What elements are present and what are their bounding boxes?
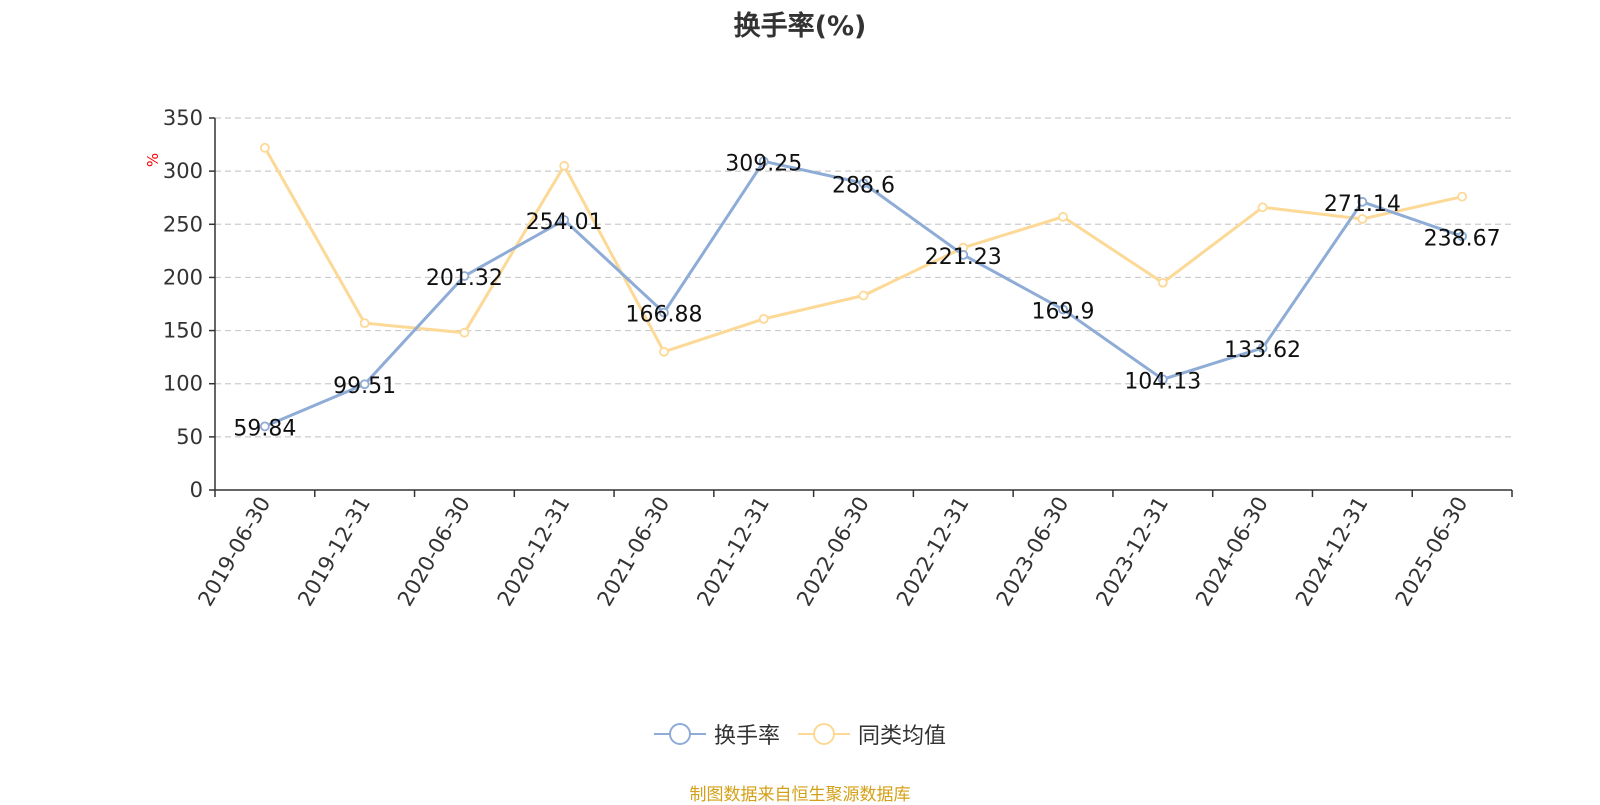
- x-tick-label: 2023-12-31: [1091, 493, 1173, 611]
- x-tick-label: 2021-12-31: [692, 493, 774, 611]
- legend-marker-0-icon: [653, 723, 706, 745]
- x-tick-label: 2023-06-30: [992, 493, 1074, 611]
- y-tick-label: 150: [163, 319, 203, 343]
- x-tick-label: 2019-06-30: [193, 493, 275, 611]
- x-tick-label: 2024-12-31: [1291, 493, 1373, 611]
- y-axis-label: %: [144, 153, 162, 167]
- series-1-point: [1457, 191, 1468, 202]
- data-label: 99.51: [333, 374, 396, 399]
- x-tick-label: 2025-06-30: [1391, 493, 1473, 611]
- y-tick-label: 200: [163, 265, 203, 289]
- y-tick-label: 100: [163, 372, 203, 396]
- data-label: 166.88: [625, 303, 702, 328]
- data-label: 221.23: [925, 245, 1002, 270]
- series-0-point: [1257, 343, 1268, 353]
- series-1-point: [1257, 202, 1268, 213]
- y-tick-label: 50: [176, 425, 203, 449]
- axes: 0 50 100 150 200 250 300 350% 2019-06-30 2019-12-…: [144, 106, 1513, 611]
- x-tick-label: 2020-06-30: [393, 493, 475, 611]
- series-0-point: [259, 421, 270, 432]
- x-tick-label: 2024-06-30: [1191, 493, 1273, 611]
- x-tick-label: 2022-06-30: [792, 493, 874, 611]
- x-tick-label: 2020-12-31: [493, 493, 575, 611]
- series-lines: [259, 142, 1468, 432]
- data-label: 238.67: [1424, 226, 1501, 251]
- series-0-point: [559, 215, 570, 225]
- series-1-point: [559, 160, 570, 171]
- x-tick-label: 2021-06-30: [592, 493, 674, 611]
- series-1-point: [359, 318, 370, 329]
- data-labels: 59.84 99.51 201.32 254.01 166.88 309.25 288.6 2…: [233, 151, 1500, 441]
- legend-label-1: 同类均值: [858, 724, 947, 749]
- legend: 换手率 同类均值: [0, 718, 1600, 750]
- data-label: 59.84: [233, 416, 296, 441]
- x-tick-label: 2019-12-31: [293, 493, 375, 611]
- series-0-point: [459, 271, 470, 281]
- series-1-point: [459, 327, 470, 338]
- data-label: 309.25: [725, 151, 802, 176]
- series-1-point: [1357, 214, 1368, 224]
- data-label: 288.6: [832, 173, 895, 198]
- series-0-point: [758, 156, 769, 167]
- data-label: 104.13: [1124, 369, 1201, 394]
- source-note: 制图数据来自恒生聚源数据库: [689, 785, 911, 805]
- data-label: 169.9: [1032, 299, 1095, 324]
- series-1-point: [1157, 277, 1168, 288]
- chart-title: 换手率(%): [733, 11, 867, 42]
- y-tick-label: 250: [163, 212, 203, 236]
- series-0-point: [958, 249, 969, 260]
- data-label: 254.01: [526, 210, 603, 235]
- x-tick-label: 2022-12-31: [892, 493, 974, 611]
- legend-item-series-1[interactable]: 同类均值: [798, 718, 946, 750]
- series-1-point: [758, 313, 769, 324]
- series-0-point: [858, 178, 869, 189]
- series-1-point: [858, 290, 869, 301]
- y-tick-label: 350: [163, 106, 203, 130]
- series-1-point: [259, 142, 270, 153]
- series-0-point: [1157, 374, 1168, 385]
- data-label: 133.62: [1224, 338, 1301, 363]
- data-label: 271.14: [1324, 192, 1401, 217]
- series-0-point: [359, 379, 370, 390]
- series-0-point: [1058, 304, 1068, 315]
- series-0-point: [659, 307, 669, 318]
- legend-marker-1-icon: [798, 723, 850, 745]
- series-0-point: [1457, 231, 1468, 242]
- y-tick-label: 0: [190, 478, 203, 502]
- series-0-point: [1357, 196, 1368, 207]
- series-1-point: [659, 346, 669, 357]
- legend-label-0: 换手率: [713, 724, 780, 749]
- y-tick-label: 300: [163, 159, 203, 183]
- series-1-point: [1058, 211, 1068, 222]
- data-label: 201.32: [426, 266, 503, 291]
- legend-item-series-0[interactable]: 换手率: [653, 718, 780, 750]
- grid-lines: [215, 117, 1512, 438]
